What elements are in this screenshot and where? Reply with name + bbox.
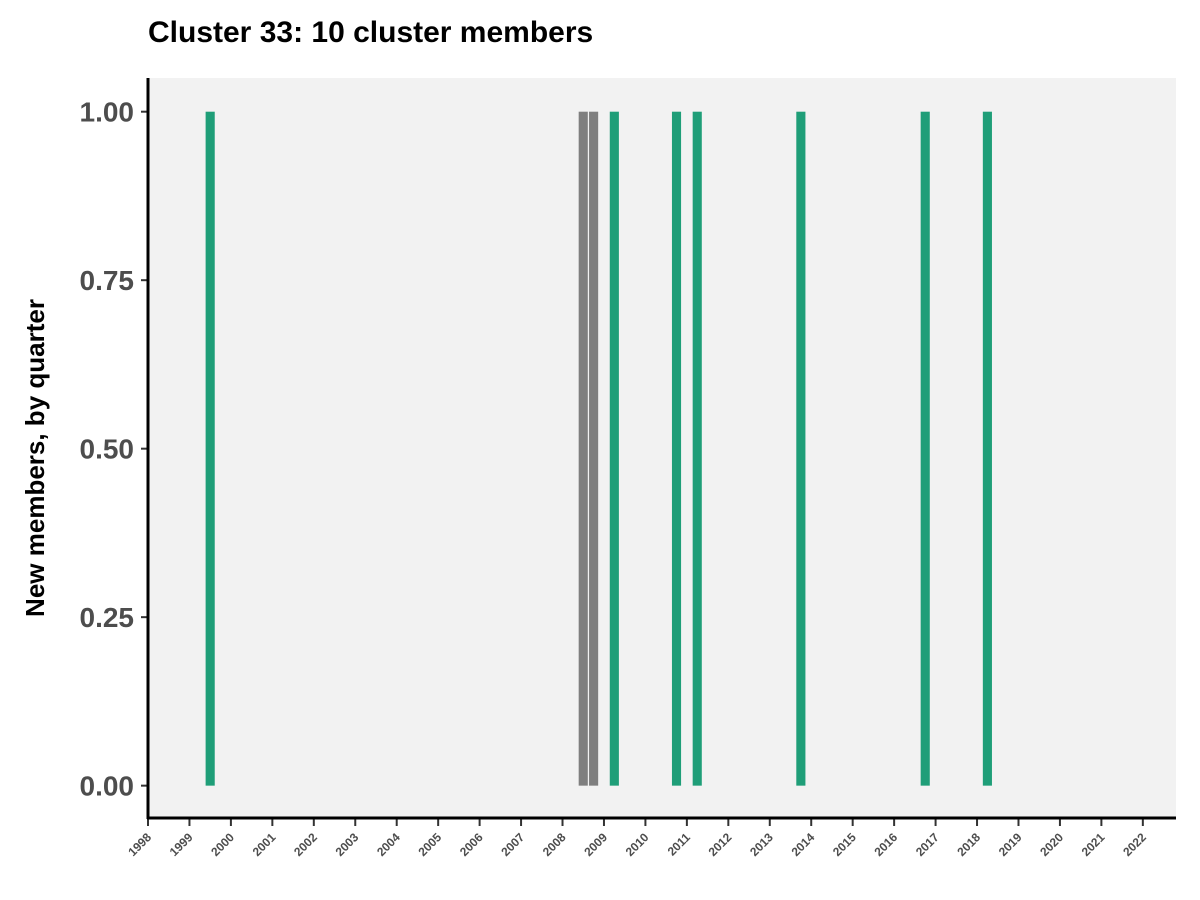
x-tick-label: 2002	[291, 830, 320, 859]
x-tick-label: 2001	[250, 830, 279, 859]
x-tick-label: 2021	[1079, 830, 1108, 859]
x-tick-label: 2005	[416, 830, 445, 859]
x-tick-label: 2010	[623, 830, 652, 859]
x-tick-label: 2016	[871, 830, 900, 859]
x-tick-label: 2015	[830, 830, 859, 859]
bar-8	[982, 111, 992, 786]
bar-2	[589, 111, 599, 786]
bar-6	[796, 111, 806, 786]
y-axis-label: New members, by quarter	[20, 299, 50, 617]
y-tick-label: 0.00	[80, 771, 135, 802]
bar-3	[609, 111, 619, 786]
bar-0	[205, 111, 215, 786]
x-tick-label: 1998	[125, 830, 154, 859]
bar-4	[671, 111, 682, 786]
y-tick-label: 0.25	[80, 602, 135, 633]
x-tick-label: 2009	[581, 830, 610, 859]
x-tick-label: 2017	[913, 830, 942, 859]
x-axis-ticks: 1998 1999 2000 2001 2002 2003 2004 2005 2006 2007…	[125, 818, 1149, 859]
x-tick-label: 2022	[1120, 830, 1149, 859]
x-tick-label: 2020	[1037, 830, 1066, 859]
y-tick-label: 0.75	[80, 265, 135, 296]
bar-1	[578, 111, 588, 786]
x-tick-label: 2011	[665, 830, 694, 859]
x-tick-label: 2006	[457, 830, 486, 859]
plot-panel	[148, 78, 1176, 818]
bars-group	[205, 111, 992, 786]
y-tick-label: 0.50	[80, 434, 135, 465]
y-axis-ticks: 0.00 0.25 0.50 0.75 1.00	[80, 97, 148, 802]
chart-title: Cluster 33: 10 cluster members	[148, 16, 594, 49]
x-tick-label: 2000	[208, 830, 237, 859]
x-tick-label: 2018	[954, 830, 983, 859]
x-tick-label: 2007	[498, 830, 527, 859]
x-tick-label: 2003	[333, 830, 362, 859]
x-tick-label: 2013	[747, 830, 776, 859]
x-tick-label: 2019	[996, 830, 1025, 859]
bar-7	[920, 111, 930, 786]
bar-5	[692, 111, 702, 786]
x-tick-label: 2008	[540, 830, 569, 859]
x-tick-label: 2004	[374, 830, 403, 859]
x-tick-label: 2012	[706, 830, 735, 859]
x-tick-label: 2014	[789, 830, 818, 859]
y-tick-label: 1.00	[80, 97, 135, 128]
x-tick-label: 1999	[167, 830, 196, 859]
